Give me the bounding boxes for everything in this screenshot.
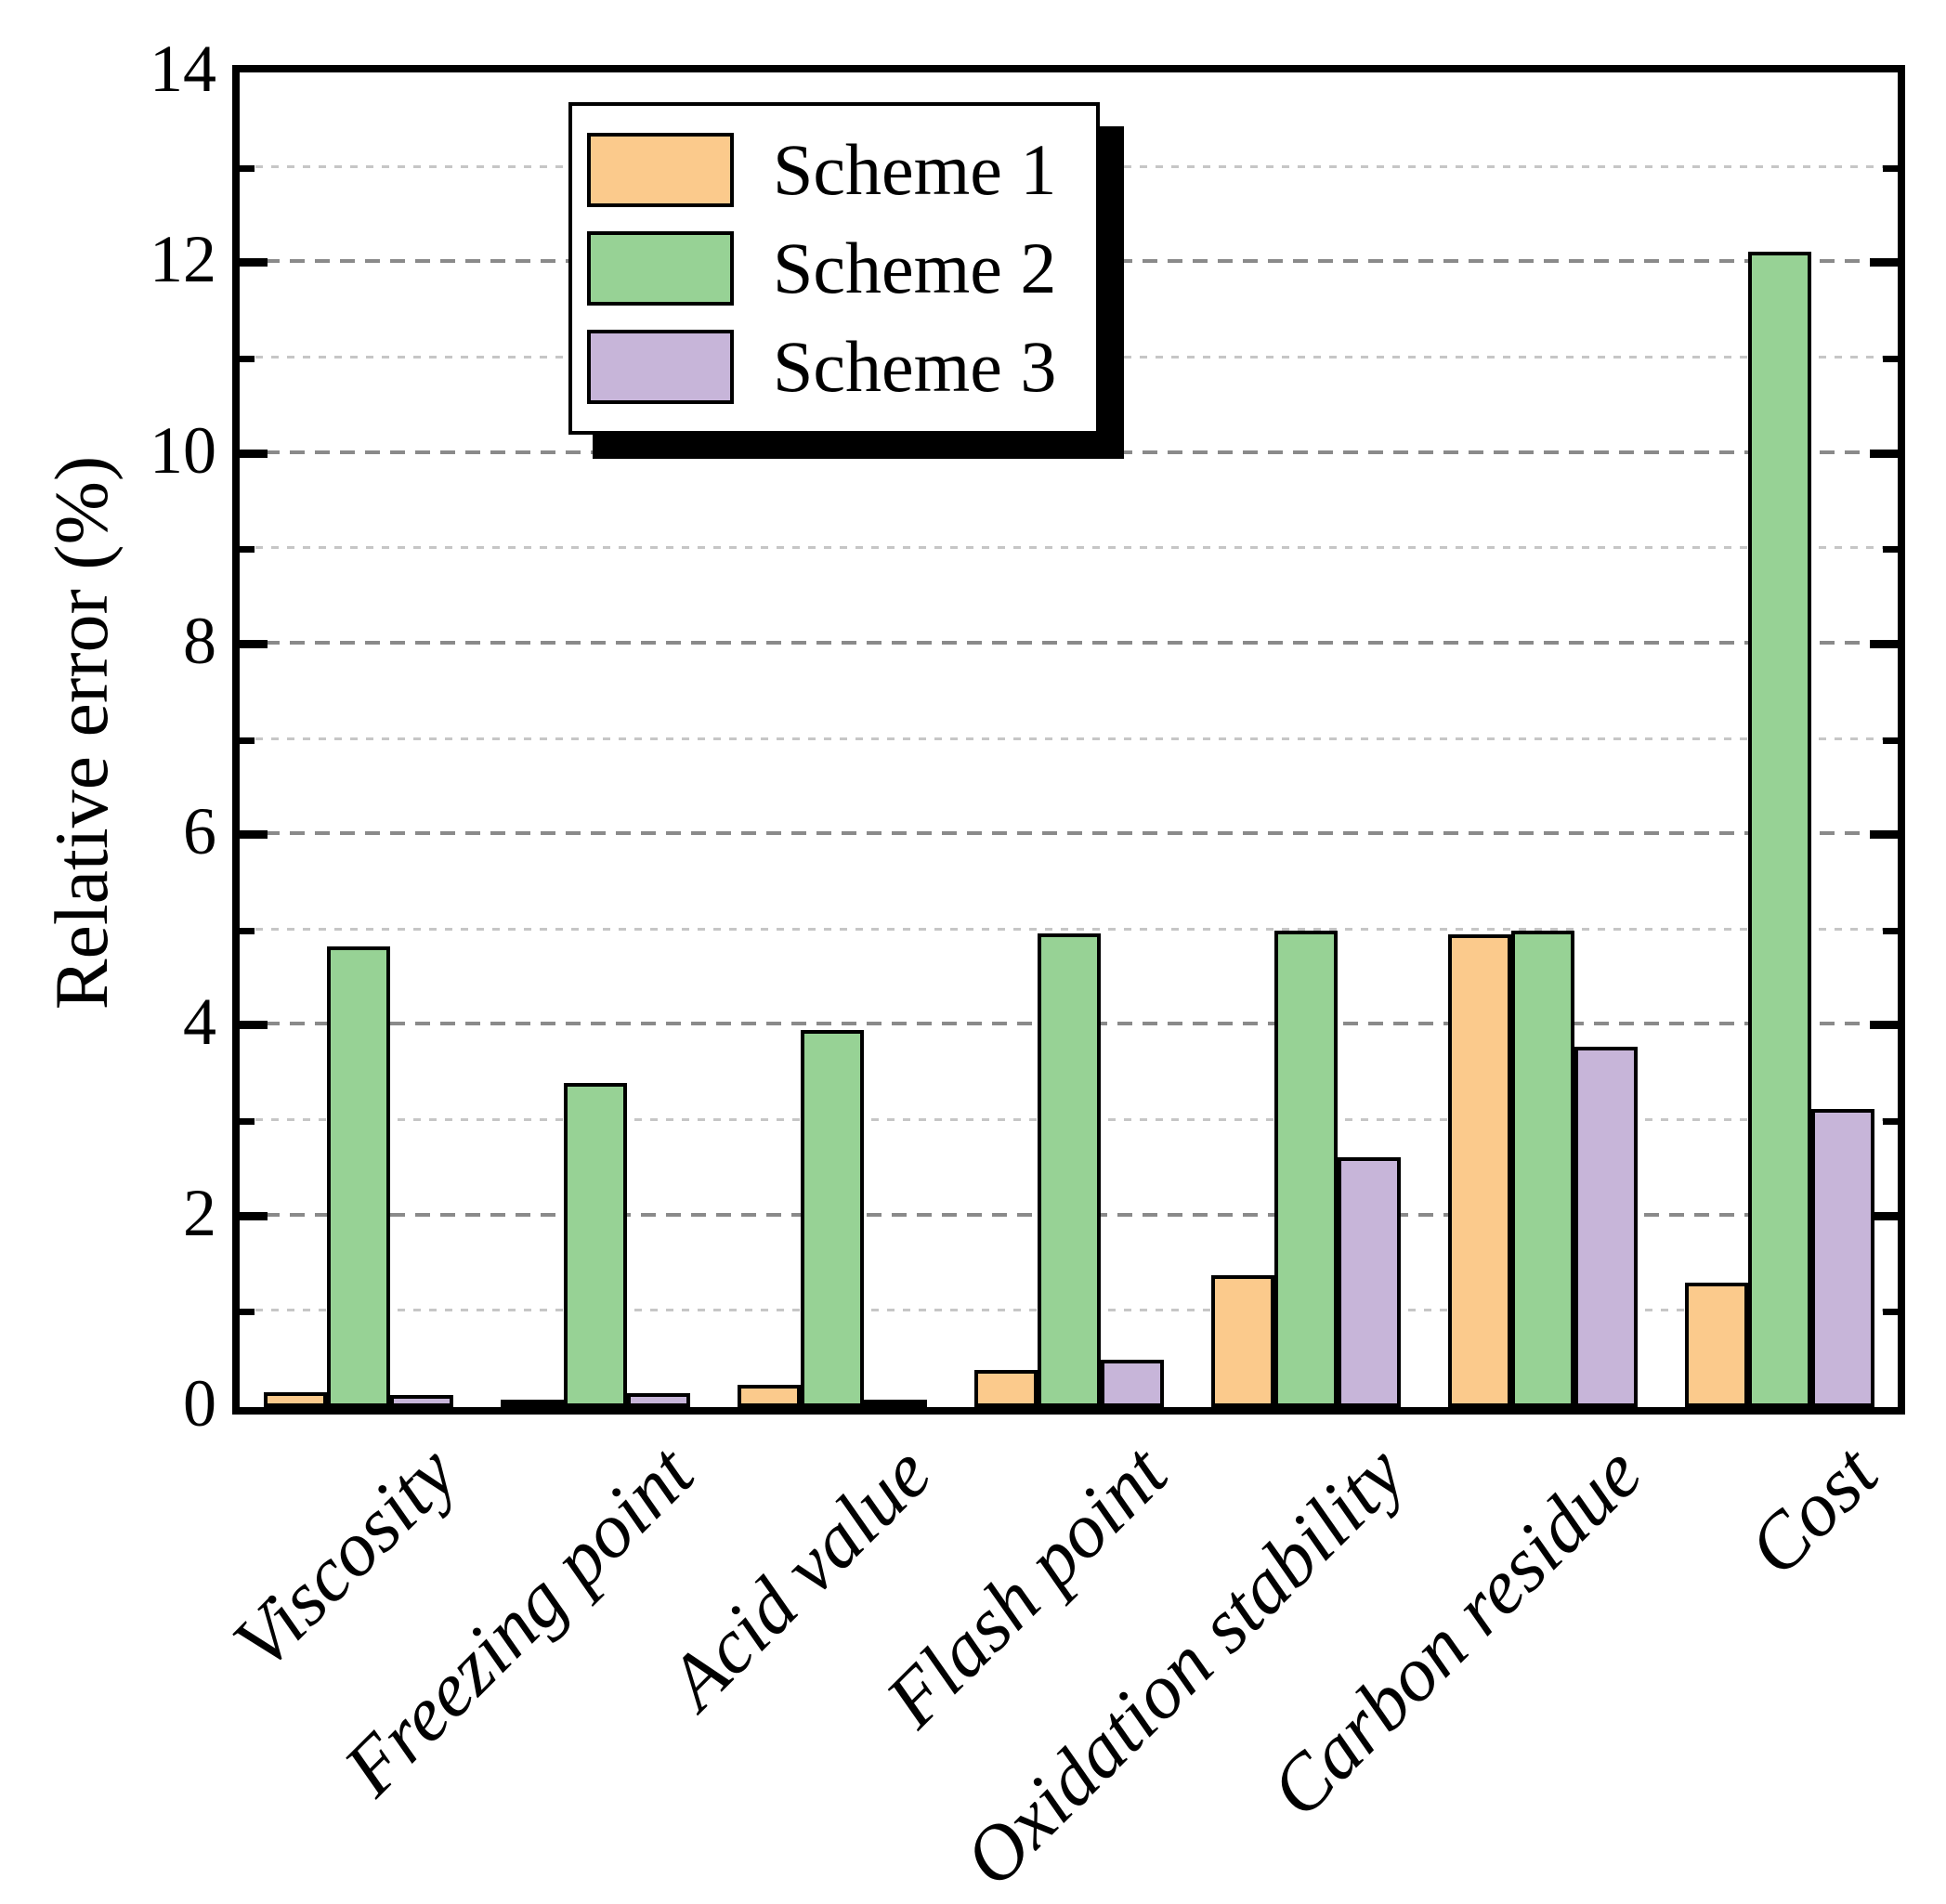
minor-tick-right-y11: [1883, 355, 1898, 362]
legend-row: Scheme 2: [587, 219, 1096, 318]
legend-label-scheme-2: Scheme 2: [773, 228, 1057, 308]
y-tick-label-0: 0: [183, 1366, 216, 1441]
gridline-y10: [240, 450, 1898, 454]
gridline-y5: [240, 927, 1898, 931]
y-tick-label-8: 8: [183, 603, 216, 678]
bar-scheme-3-acid-value: [863, 1400, 927, 1407]
gridline-y7: [240, 737, 1898, 740]
chart-legend: Scheme 1 Scheme 2 Scheme 3: [568, 102, 1100, 435]
minor-tick-left-y1: [240, 1309, 255, 1316]
bar-scheme-1-freezing-point: [500, 1400, 564, 1407]
gridline-y8: [240, 640, 1898, 645]
y-tick-label-2: 2: [183, 1175, 216, 1250]
major-tick-left-y10: [240, 449, 268, 458]
major-tick-right-y6: [1870, 830, 1898, 840]
major-tick-right-y10: [1870, 449, 1898, 458]
bar-scheme-1-flash-point: [973, 1369, 1038, 1407]
major-tick-left-y2: [240, 1211, 268, 1220]
legend-swatch-scheme-1: [587, 133, 734, 207]
bar-scheme-2-freezing-point: [563, 1083, 627, 1407]
minor-tick-right-y1: [1883, 1309, 1898, 1316]
minor-tick-left-y3: [240, 1118, 255, 1126]
y-tick-label-4: 4: [183, 985, 216, 1060]
major-tick-right-y4: [1870, 1021, 1898, 1030]
legend-swatch-scheme-2: [587, 231, 734, 306]
bar-scheme-3-freezing-point: [626, 1392, 690, 1407]
minor-tick-right-y3: [1883, 1118, 1898, 1126]
x-tick-label-oxidation-stability: Oxidation stability: [947, 1429, 1421, 1903]
y-tick-label-12: 12: [150, 222, 216, 297]
legend-row: Scheme 3: [587, 318, 1096, 416]
major-tick-right-y12: [1870, 258, 1898, 267]
major-tick-right-y8: [1870, 639, 1898, 648]
bar-scheme-3-carbon-residue: [1574, 1047, 1638, 1407]
bar-scheme-1-cost: [1684, 1282, 1748, 1407]
minor-tick-left-y11: [240, 355, 255, 362]
legend-label-scheme-1: Scheme 1: [773, 129, 1057, 210]
x-tick-label-cost: Cost: [1731, 1429, 1895, 1593]
minor-tick-left-y5: [240, 927, 255, 934]
gridline-y6: [240, 831, 1898, 836]
bar-scheme-3-oxidation-stability: [1337, 1157, 1401, 1407]
bar-scheme-2-carbon-residue: [1510, 930, 1574, 1407]
bar-scheme-2-acid-value: [800, 1029, 864, 1407]
y-tick-label-6: 6: [183, 794, 216, 869]
y-axis-title: Relative error (%): [39, 455, 124, 1011]
bar-scheme-1-viscosity: [263, 1391, 327, 1407]
y-tick-label-14: 14: [150, 32, 216, 106]
legend-label-scheme-3: Scheme 3: [773, 326, 1057, 407]
major-tick-right-y2: [1870, 1211, 1898, 1220]
bar-scheme-3-cost: [1810, 1108, 1874, 1407]
bar-scheme-1-oxidation-stability: [1210, 1275, 1274, 1407]
legend-swatch-scheme-3: [587, 330, 734, 404]
bar-scheme-3-flash-point: [1100, 1359, 1164, 1407]
minor-tick-right-y13: [1883, 164, 1898, 172]
gridline-y9: [240, 546, 1898, 550]
major-tick-left-y6: [240, 830, 268, 840]
bar-scheme-2-viscosity: [326, 946, 390, 1407]
major-tick-left-y8: [240, 639, 268, 648]
legend-row: Scheme 1: [587, 121, 1096, 219]
bar-scheme-1-carbon-residue: [1447, 933, 1511, 1407]
minor-tick-left-y7: [240, 737, 255, 744]
y-tick-label-10: 10: [150, 412, 216, 488]
major-tick-left-y12: [240, 258, 268, 267]
minor-tick-left-y9: [240, 546, 255, 554]
bar-scheme-1-acid-value: [737, 1385, 801, 1407]
minor-tick-right-y9: [1883, 546, 1898, 554]
bar-scheme-2-flash-point: [1037, 932, 1101, 1407]
bar-scheme-3-viscosity: [389, 1394, 453, 1407]
bar-scheme-2-cost: [1747, 251, 1811, 1407]
major-tick-left-y4: [240, 1021, 268, 1030]
bar-scheme-2-oxidation-stability: [1273, 930, 1338, 1407]
minor-tick-right-y7: [1883, 737, 1898, 744]
minor-tick-right-y5: [1883, 927, 1898, 934]
minor-tick-left-y13: [240, 164, 255, 172]
